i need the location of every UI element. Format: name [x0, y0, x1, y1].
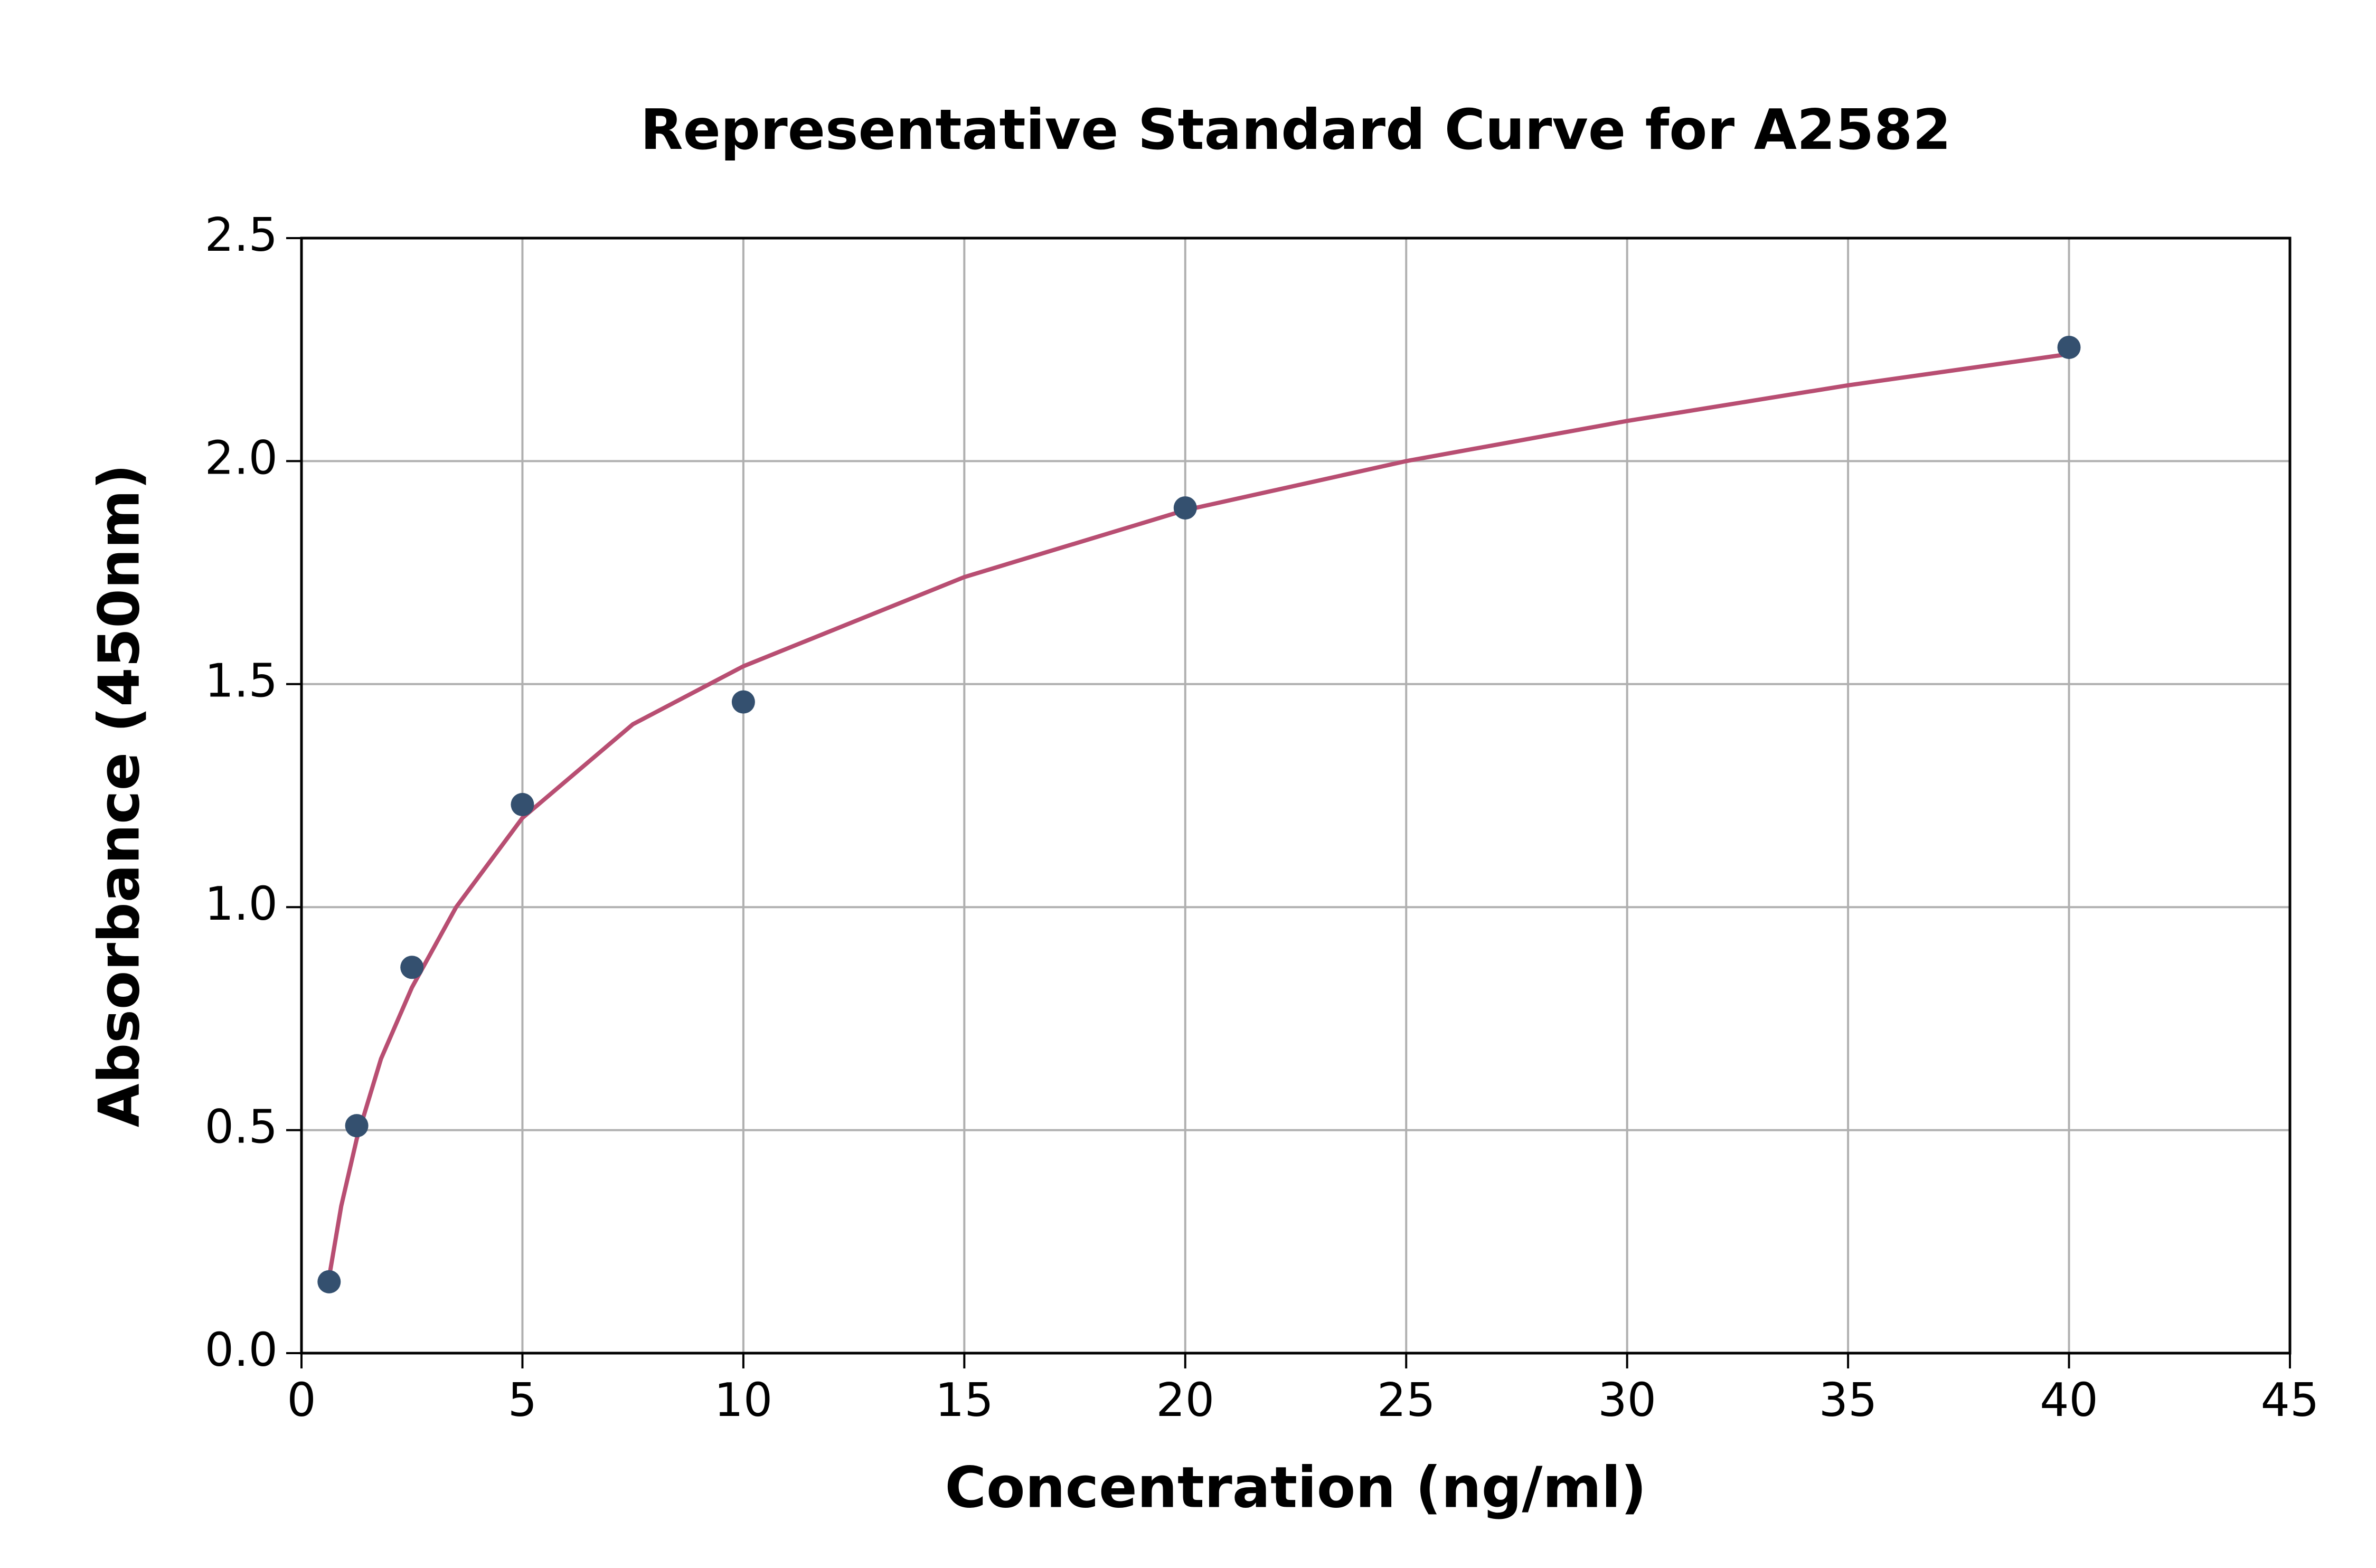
y-tick-label: 2.0: [205, 431, 278, 485]
y-tick-label: 1.5: [205, 654, 278, 708]
x-tick-label: 20: [1156, 1373, 1214, 1427]
y-axis-label: Absorbance (450nm): [87, 464, 152, 1127]
y-tick-label: 1.0: [205, 877, 278, 931]
y-tick-label: 0.0: [205, 1323, 278, 1377]
data-point: [2057, 335, 2081, 359]
data-point: [731, 690, 755, 714]
x-axis-label: Concentration (ng/ml): [945, 1455, 1646, 1520]
x-tick-label: 10: [714, 1373, 773, 1427]
x-tick-label: 5: [508, 1373, 537, 1427]
data-point: [345, 1114, 369, 1138]
x-tick-label: 0: [287, 1373, 316, 1427]
data-point: [317, 1270, 341, 1293]
data-point: [1173, 496, 1197, 520]
x-tick-label: 35: [1819, 1373, 1878, 1427]
y-tick-label: 2.5: [205, 208, 278, 262]
fit-curve: [327, 352, 2070, 1278]
x-tick-label: 25: [1377, 1373, 1436, 1427]
plot-frame: [300, 237, 2292, 1355]
data-point: [400, 956, 424, 979]
chart-title: Representative Standard Curve for A2582: [640, 98, 1951, 162]
x-tick-label: 30: [1598, 1373, 1656, 1427]
data-point: [511, 792, 534, 816]
x-tick-label: 45: [2261, 1373, 2320, 1427]
x-tick-label: 40: [2040, 1373, 2098, 1427]
x-tick-label: 15: [935, 1373, 994, 1427]
y-tick-label: 0.5: [205, 1100, 278, 1154]
